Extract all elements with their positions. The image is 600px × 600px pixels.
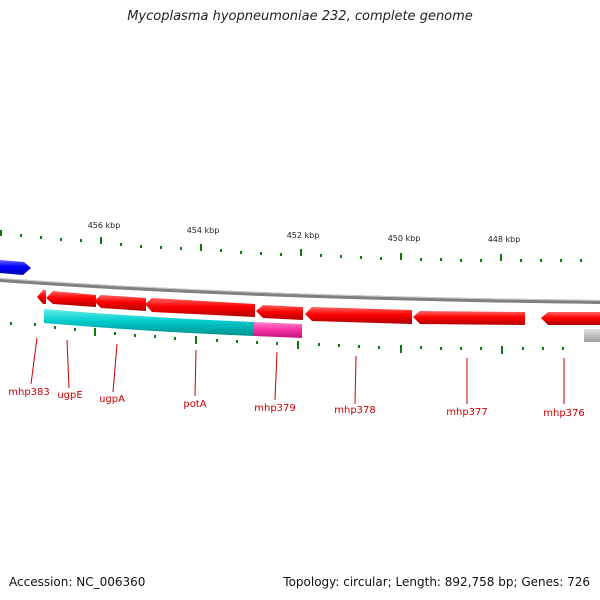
scale-labels: 456 kbp 454 kbp 452 kbp 450 kbp 448 kbp xyxy=(88,221,521,244)
gene-label-ugpE[interactable]: ugpE xyxy=(57,390,82,401)
map-title: Mycoplasma hyopneumoniae 232, complete g… xyxy=(127,9,473,24)
scale-label-448: 448 kbp xyxy=(488,235,521,244)
gene-label-mhp379[interactable]: mhp379 xyxy=(254,403,296,414)
gene-label-potA[interactable]: potA xyxy=(183,399,206,410)
genome-backbone xyxy=(0,278,600,304)
gene-grey[interactable] xyxy=(584,329,600,342)
gene-mhp378-arrow[interactable] xyxy=(305,307,412,324)
scale-label-456: 456 kbp xyxy=(88,221,121,230)
scale-label-454: 454 kbp xyxy=(187,226,220,235)
gene-blue[interactable] xyxy=(0,260,31,275)
inner-tick-row xyxy=(10,322,564,354)
gene-label-mhp377[interactable]: mhp377 xyxy=(446,407,488,418)
cog-bar-cyan[interactable] xyxy=(44,309,254,336)
gene-potA-arrow[interactable] xyxy=(145,298,255,317)
scale-label-452: 452 kbp xyxy=(287,231,320,240)
cog-bar-magenta[interactable] xyxy=(254,322,302,338)
label-leaders xyxy=(30,337,565,405)
outer-tick-row xyxy=(0,230,582,262)
gene-label-ugpA[interactable]: ugpA xyxy=(99,394,125,405)
gene-labels: mhp383 ugpE ugpA potA mhp379 mhp378 mhp3… xyxy=(8,387,585,419)
gene-mhp376-arrow[interactable] xyxy=(541,312,600,325)
gene-ugpE-arrow[interactable] xyxy=(46,291,96,307)
gene-mhp383-arrow[interactable] xyxy=(37,290,46,304)
cds-track xyxy=(37,290,600,325)
accession-label: Accession: NC_006360 xyxy=(9,575,146,589)
gene-label-mhp378[interactable]: mhp378 xyxy=(334,405,376,416)
gene-mhp379-arrow[interactable] xyxy=(256,305,303,320)
gene-ugpA-arrow[interactable] xyxy=(94,295,146,311)
gene-label-mhp383[interactable]: mhp383 xyxy=(8,387,50,398)
gene-mhp377-arrow[interactable] xyxy=(413,311,525,325)
topology-label: Topology: circular; Length: 892,758 bp; … xyxy=(283,575,590,589)
scale-label-450: 450 kbp xyxy=(388,234,421,243)
gene-label-mhp376[interactable]: mhp376 xyxy=(543,408,585,419)
